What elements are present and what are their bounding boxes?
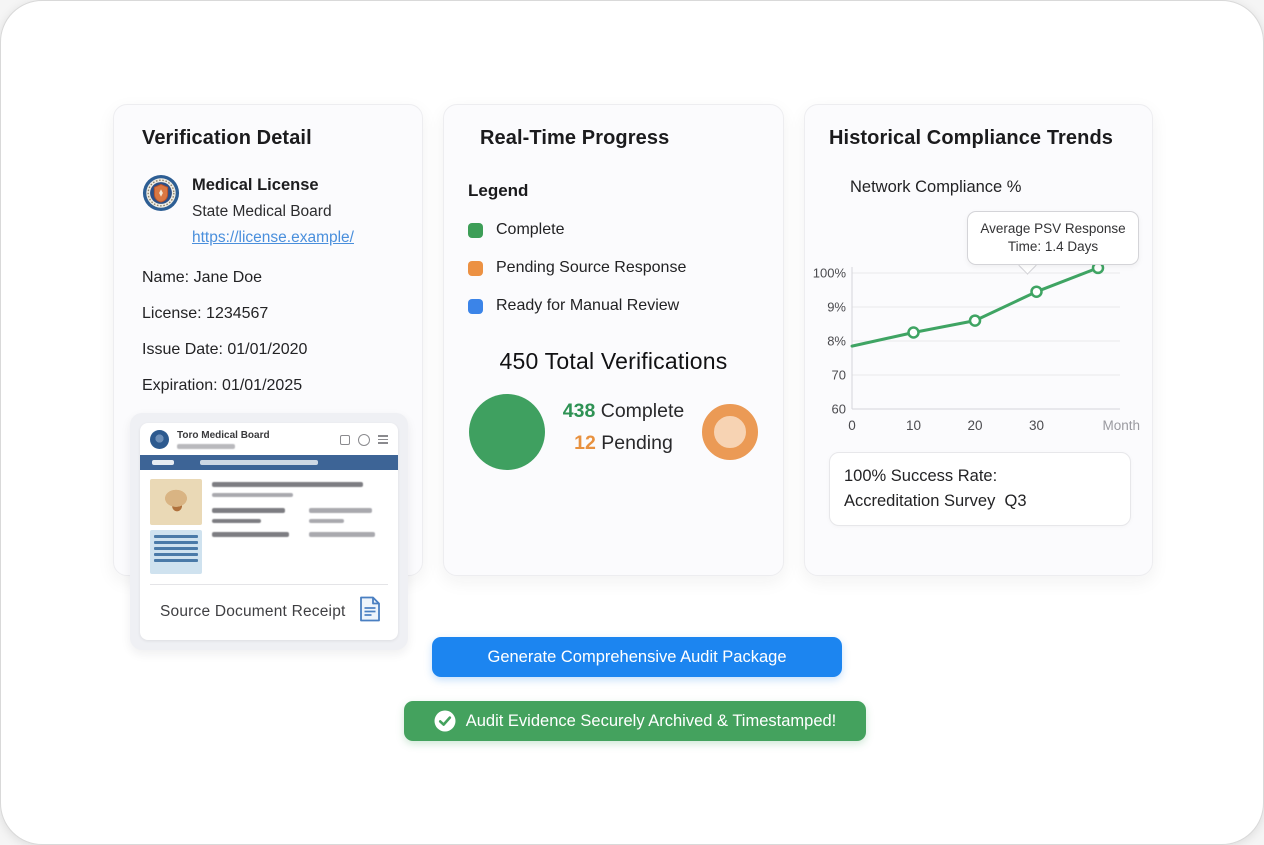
legend-swatch-manual-review xyxy=(468,298,483,314)
svg-text:100%: 100% xyxy=(813,266,847,281)
detail-name: Name: Jane Doe xyxy=(142,269,263,286)
credential-source-link[interactable]: https://license.example/ xyxy=(192,229,354,246)
document-icon xyxy=(358,596,382,627)
real-time-progress-title: Real-Time Progress xyxy=(480,127,670,149)
generate-audit-package-button[interactable]: Generate Comprehensive Audit Package xyxy=(432,637,842,677)
legend-swatch-pending xyxy=(468,260,483,276)
svg-text:60: 60 xyxy=(832,402,846,417)
real-time-progress-card: Real-Time Progress Legend Complete Pendi… xyxy=(443,104,784,576)
document-header: Toro Medical Board xyxy=(140,423,398,455)
document-header-icons xyxy=(340,433,388,446)
document-seal-icon xyxy=(150,430,169,449)
legend-swatch-complete xyxy=(468,222,483,238)
svg-text:70: 70 xyxy=(832,368,846,383)
pending-stat: 12 Pending xyxy=(574,432,673,454)
document-body xyxy=(140,470,398,580)
svg-text:9%: 9% xyxy=(827,300,846,315)
credential-name: Medical License xyxy=(192,176,319,194)
refresh-icon xyxy=(358,433,370,446)
historical-trends-title: Historical Compliance Trends xyxy=(829,127,1113,149)
pending-progress-donut xyxy=(702,404,758,460)
audit-archived-banner: Audit Evidence Securely Archived & Times… xyxy=(404,701,866,741)
document-side-text-block xyxy=(150,530,202,574)
svg-text:30: 30 xyxy=(1029,418,1044,433)
svg-text:Month: Month xyxy=(1102,418,1140,433)
compliance-chart: Average PSV Response Time: 1.4 Days 60 70… xyxy=(813,197,1140,439)
compliance-line-chart: 60 70 8% 9% 100% 0 10 20 30 Month xyxy=(813,261,1140,433)
complete-stat: 438 Complete xyxy=(562,400,685,422)
svg-text:20: 20 xyxy=(967,418,982,433)
document-site-title: Toro Medical Board xyxy=(177,430,270,441)
total-verifications: 450 Total Verifications xyxy=(499,348,728,374)
medical-board-seal-icon xyxy=(142,174,180,212)
legend-title: Legend xyxy=(468,181,529,200)
document-footer: Source Document Receipt xyxy=(140,585,398,640)
legend-item-ready-for-manual-review: Ready for Manual Review xyxy=(468,297,759,315)
progress-stats-row: 438 Complete 12 Pending xyxy=(468,394,759,470)
psv-response-tooltip: Average PSV Response Time: 1.4 Days xyxy=(967,211,1139,266)
source-document-preview: Toro Medical Board xyxy=(140,423,398,640)
bookmark-icon xyxy=(340,434,350,445)
credential-block: Medical License State Medical Board http… xyxy=(142,174,406,247)
legend-item-pending-source-response: Pending Source Response xyxy=(468,259,759,277)
svg-text:0: 0 xyxy=(848,418,856,433)
document-navbar xyxy=(140,455,398,470)
legend-item-complete: Complete xyxy=(468,221,759,239)
document-site-subtitle-line xyxy=(177,444,235,449)
svg-text:10: 10 xyxy=(906,418,921,433)
menu-icon xyxy=(378,435,388,444)
detail-issue-date: Issue Date: 01/01/2020 xyxy=(142,341,308,358)
historical-compliance-trends-card: Historical Compliance Trends Network Com… xyxy=(804,104,1153,576)
receipt-label: Source Document Receipt xyxy=(160,602,346,620)
credential-text: Medical License State Medical Board http… xyxy=(192,174,354,247)
chart-subtitle: Network Compliance % xyxy=(850,178,1022,196)
complete-progress-circle xyxy=(469,394,545,470)
success-rate-badge: 100% Success Rate: Accreditation Survey … xyxy=(829,452,1131,526)
document-text-lines xyxy=(212,479,388,574)
document-stamp-image xyxy=(150,479,202,525)
detail-license: License: 1234567 xyxy=(142,305,269,322)
verification-detail-card: Verification Detail Medical License Stat… xyxy=(113,104,423,650)
cards-row: Verification Detail Medical License Stat… xyxy=(113,104,1153,650)
detail-expiration: Expiration: 01/01/2025 xyxy=(142,377,303,394)
source-document-thumbnail[interactable]: Toro Medical Board xyxy=(130,413,408,650)
credential-details: Name: Jane Doe License: 1234567 Issue Da… xyxy=(142,269,406,395)
credential-issuer: State Medical Board xyxy=(192,203,332,220)
check-circle-icon xyxy=(434,710,456,732)
svg-text:8%: 8% xyxy=(827,334,846,349)
verification-detail-title: Verification Detail xyxy=(142,127,312,149)
audit-archived-text: Audit Evidence Securely Archived & Times… xyxy=(465,711,837,730)
